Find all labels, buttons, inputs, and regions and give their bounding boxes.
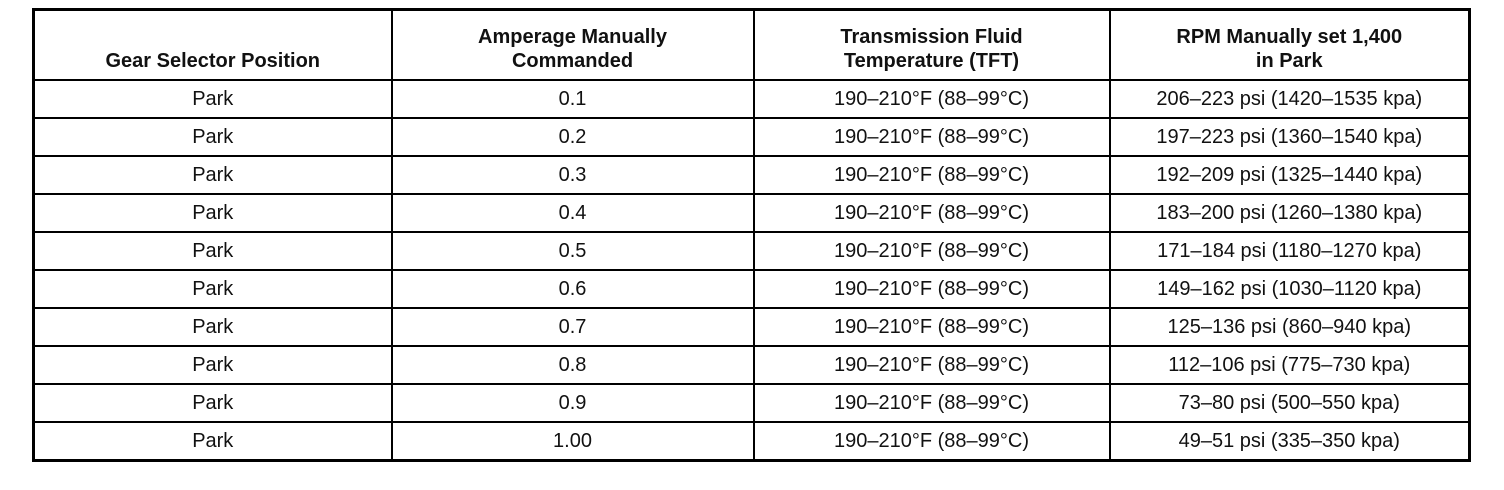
table-cell: 125–136 psi (860–940 kpa) [1108,307,1471,347]
table-cell: Park [32,307,393,347]
header-cell: Gear Selector Position [32,8,393,81]
header-cell: Amperage Manually Commanded [390,8,755,81]
table-header: Gear Selector Position Amperage Manually C… [32,8,1471,81]
header-text: Commanded [511,50,634,72]
table-cell: 190–210°F (88–99°C) [752,231,1111,271]
table-cell: 0.7 [390,307,755,347]
header-text: Temperature (TFT) [843,50,1020,72]
table-row: Park 0.6 190–210°F (88–99°C) 149–162 psi (1… [32,269,1471,309]
table-cell: 183–200 psi (1260–1380 kpa) [1108,193,1471,233]
header-text: Amperage Manually [478,26,667,48]
table-cell: 0.3 [390,155,755,195]
table-cell: Park [32,383,393,423]
table-row: Park 0.5 190–210°F (88–99°C) 171–184 psi (1… [32,231,1471,271]
header-text: RPM Manually set 1,400 [1176,26,1403,48]
table-cell: 190–210°F (88–99°C) [752,269,1111,309]
table-row: Park 0.1 190–210°F (88–99°C) 206–223 psi (1… [32,79,1471,119]
table-cell: Park [32,117,393,157]
table-cell: 149–162 psi (1030–1120 kpa) [1108,269,1471,309]
table-cell: 197–223 psi (1360–1540 kpa) [1108,117,1471,157]
table-row: Park 0.3 190–210°F (88–99°C) 192–209 psi (1… [32,155,1471,195]
header-cell: RPM Manually set 1,400 in Park [1108,8,1471,81]
table-row: Park 1.00 190–210°F (88–99°C) 49–51 psi (33… [32,421,1471,462]
table-cell: 0.8 [390,345,755,385]
table-cell: Park [32,79,393,119]
table-cell: 190–210°F (88–99°C) [752,307,1111,347]
table-row: Park 0.9 190–210°F (88–99°C) 73–80 psi (500… [32,383,1471,423]
table-cell: Park [32,193,393,233]
table-cell: 112–106 psi (775–730 kpa) [1108,345,1471,385]
table-cell: 190–210°F (88–99°C) [752,155,1111,195]
table-cell: 0.5 [390,231,755,271]
table-row: Park 0.2 190–210°F (88–99°C) 197–223 psi (1… [32,117,1471,157]
table-cell: 190–210°F (88–99°C) [752,193,1111,233]
header-text: Gear Selector Position [105,50,320,72]
table-cell: Park [32,345,393,385]
table-cell: 0.1 [390,79,755,119]
table-cell: 73–80 psi (500–550 kpa) [1108,383,1471,423]
table-cell: 0.9 [390,383,755,423]
table-cell: 192–209 psi (1325–1440 kpa) [1108,155,1471,195]
table-cell: Park [32,231,393,271]
table-cell: 190–210°F (88–99°C) [752,383,1111,423]
table-cell: 190–210°F (88–99°C) [752,345,1111,385]
table-row: Park 0.4 190–210°F (88–99°C) 183–200 psi (1… [32,193,1471,233]
table-cell: Park [32,421,393,462]
table-cell: 171–184 psi (1180–1270 kpa) [1108,231,1471,271]
table-cell: 190–210°F (88–99°C) [752,421,1111,462]
table-cell: 190–210°F (88–99°C) [752,117,1111,157]
table-row: Park 0.8 190–210°F (88–99°C) 112–106 psi (7… [32,345,1471,385]
spec-table: Gear Selector Position Amperage Manually C… [32,8,1471,462]
header-text: in Park [1255,50,1323,72]
header-row: Gear Selector Position Amperage Manually C… [32,8,1471,81]
table-cell: 0.4 [390,193,755,233]
table-cell: Park [32,269,393,309]
table-cell: 206–223 psi (1420–1535 kpa) [1108,79,1471,119]
table-cell: 1.00 [390,421,755,462]
table-row: Park 0.7 190–210°F (88–99°C) 125–136 psi (8… [32,307,1471,347]
table-cell: 49–51 psi (335–350 kpa) [1108,421,1471,462]
header-text: Transmission Fluid [840,26,1023,48]
table-body: Park 0.1 190–210°F (88–99°C) 206–223 psi (1… [32,79,1471,462]
header-cell: Transmission Fluid Temperature (TFT) [752,8,1111,81]
table-cell: 190–210°F (88–99°C) [752,79,1111,119]
table-cell: Park [32,155,393,195]
table-cell: 0.6 [390,269,755,309]
table-cell: 0.2 [390,117,755,157]
